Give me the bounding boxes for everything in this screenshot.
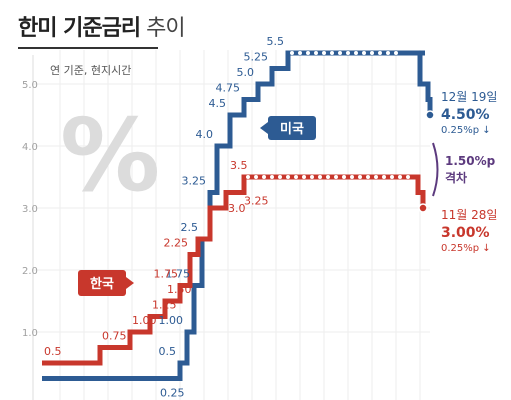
us-rate-label: 4.75 <box>216 82 241 95</box>
y-tick-label: 4.0 <box>22 142 38 153</box>
plateau-dot <box>374 175 378 179</box>
plateau-dot <box>394 51 398 55</box>
plateau-dot <box>362 51 366 55</box>
kr-badge: 한국 <box>78 270 134 296</box>
us-rate-label: 1.00 <box>159 314 184 327</box>
kr-rate-label: 3.0 <box>228 202 246 215</box>
gap-bracket <box>432 142 439 197</box>
chart-note: 연 기준, 현지시간 <box>50 64 131 77</box>
plateau-dot <box>306 51 310 55</box>
kr-latest-change: 0.25%p ↓ <box>441 243 491 254</box>
plateau-dot <box>262 175 266 179</box>
us-badge-pointer <box>260 122 268 134</box>
kr-rate-label: 2.25 <box>164 237 189 250</box>
kr-rate-label: 1.00 <box>132 314 157 327</box>
percent-watermark-icon: % <box>60 97 160 214</box>
us-latest-change: 0.25%p ↓ <box>441 125 491 136</box>
y-tick-label: 2.0 <box>22 266 38 277</box>
plateau-dot <box>350 175 354 179</box>
plateau-dot <box>366 175 370 179</box>
plateau-dot <box>386 51 390 55</box>
series-labels: 0.5 1.00 1.75 2.5 3.25 4.0 4.5 4.75 5.0 5.25 5.5 0.… <box>44 35 284 400</box>
plateau-dot <box>290 51 294 55</box>
kr-rate-label: 1.25 <box>152 299 177 312</box>
kr-rate-label: 3.5 <box>230 159 248 172</box>
us-plateau-dots <box>290 51 398 55</box>
plateau-dot <box>382 175 386 179</box>
page-subtitle: 추이 <box>146 16 185 41</box>
plateau-dot <box>334 175 338 179</box>
plateau-dot <box>270 175 274 179</box>
plateau-dot <box>322 51 326 55</box>
us-rate-label: 4.0 <box>196 128 214 141</box>
us-end-dot <box>425 110 435 120</box>
kr-latest-date: 11월 28일 <box>441 208 497 222</box>
gap-label: 격차 <box>445 170 467 185</box>
plateau-dot <box>310 175 314 179</box>
us-rate-label: 1.75 <box>166 268 191 281</box>
us-badge-label: 미국 <box>280 121 304 137</box>
plateau-dot <box>246 175 250 179</box>
kr-rate-label: 3.25 <box>244 195 269 208</box>
y-tick-label: 5.0 <box>22 80 38 91</box>
title: 한미 기준금리 추이 <box>18 10 186 42</box>
kr-badge-label: 한국 <box>90 276 114 292</box>
title-underline <box>18 47 158 49</box>
plateau-dot <box>338 51 342 55</box>
plateau-dot <box>378 51 382 55</box>
plateau-dot <box>370 51 374 55</box>
us-rate-label: 0.25 <box>160 387 185 400</box>
plateau-dot <box>390 175 394 179</box>
kr-end-dot <box>418 203 428 213</box>
plateau-dot <box>398 175 402 179</box>
us-rate-label: 5.5 <box>267 35 285 48</box>
us-rate-label: 4.5 <box>209 97 227 110</box>
plateau-dot <box>330 51 334 55</box>
plateau-dot <box>254 175 258 179</box>
us-rate-label: 0.5 <box>159 345 177 358</box>
plateau-dot <box>346 51 350 55</box>
plateau-dot <box>354 51 358 55</box>
plateau-dot <box>358 175 362 179</box>
us-latest-value: 4.50% <box>441 107 490 123</box>
us-rate-label: 3.25 <box>182 175 207 188</box>
plateau-dot <box>318 175 322 179</box>
kr-rate-label: 1.50 <box>167 283 192 296</box>
page-title: 한미 기준금리 <box>18 16 141 41</box>
plateau-dot <box>278 175 282 179</box>
kr-latest-value: 3.00% <box>441 225 490 241</box>
y-axis: 1.0 2.0 3.0 4.0 5.0 <box>22 55 38 400</box>
gap-value: 1.50%p <box>445 154 496 168</box>
us-badge-bg <box>268 116 316 140</box>
plateau-dot <box>314 51 318 55</box>
plateau-dot <box>342 175 346 179</box>
plateau-dot <box>302 175 306 179</box>
kr-series-line <box>42 174 426 366</box>
us-rate-label: 2.5 <box>181 221 199 234</box>
kr-plateau-dots <box>246 175 410 179</box>
kr-rate-label: 0.5 <box>44 345 62 358</box>
us-latest-date: 12월 19일 <box>441 90 497 104</box>
series-lines <box>42 50 435 381</box>
plateau-dot <box>326 175 330 179</box>
plateau-dot <box>298 51 302 55</box>
y-tick-label: 1.0 <box>22 328 38 339</box>
plateau-dot <box>294 175 298 179</box>
kr-rate-label: 0.75 <box>102 330 127 343</box>
us-badge: 미국 <box>260 116 316 140</box>
y-tick-label: 3.0 <box>22 204 38 215</box>
kr-badge-pointer <box>126 277 134 289</box>
kr-rate-label: 1.75 <box>154 268 179 281</box>
us-series-line <box>42 50 433 381</box>
us-rate-label: 5.25 <box>244 51 269 64</box>
us-rate-label: 5.0 <box>237 66 255 79</box>
plateau-dot <box>286 175 290 179</box>
kr-badge-bg <box>78 270 126 296</box>
plateau-dot <box>406 175 410 179</box>
